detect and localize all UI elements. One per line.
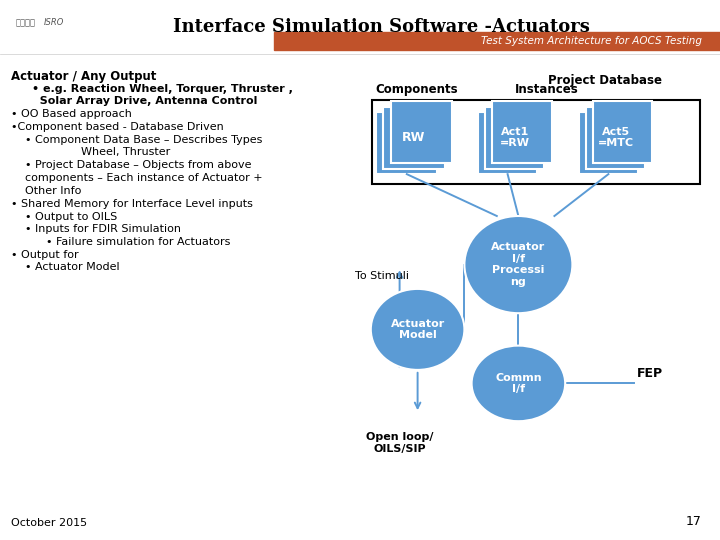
FancyBboxPatch shape: [485, 106, 544, 168]
Text: Act1
=RW: Act1 =RW: [500, 127, 530, 148]
Text: FEP: FEP: [637, 367, 663, 380]
Text: Components: Components: [376, 83, 459, 96]
Bar: [274, 32, 720, 50]
Text: Actuator / Any Output: Actuator / Any Output: [11, 70, 156, 83]
FancyBboxPatch shape: [390, 102, 452, 163]
Text: RW: RW: [402, 131, 426, 144]
Ellipse shape: [464, 216, 572, 313]
Text: • OO Based approach: • OO Based approach: [11, 109, 132, 119]
Text: Actuator
Model: Actuator Model: [390, 319, 445, 340]
Text: Other Info: Other Info: [11, 186, 81, 196]
Text: • Component Data Base – Describes Types: • Component Data Base – Describes Types: [11, 135, 262, 145]
Text: Commn
I/f: Commn I/f: [495, 373, 541, 394]
Text: To Stimuli: To Stimuli: [355, 272, 409, 281]
FancyBboxPatch shape: [383, 106, 444, 168]
Text: • Output to OILS: • Output to OILS: [11, 212, 117, 222]
Text: 17: 17: [686, 515, 702, 528]
Text: • Project Database – Objects from above: • Project Database – Objects from above: [11, 160, 251, 171]
Text: Solar Array Drive, Antenna Control: Solar Array Drive, Antenna Control: [32, 96, 258, 106]
Text: • e.g. Reaction Wheel, Torquer, Thruster ,: • e.g. Reaction Wheel, Torquer, Thruster…: [32, 84, 293, 94]
Text: Act5
=MTC: Act5 =MTC: [598, 127, 634, 148]
Text: Interface Simulation Software -Actuators: Interface Simulation Software -Actuators: [174, 18, 590, 36]
Text: • Output for: • Output for: [11, 250, 78, 260]
Text: • Actuator Model: • Actuator Model: [11, 262, 120, 273]
FancyBboxPatch shape: [478, 112, 537, 174]
Text: Open loop/
OILS/SIP: Open loop/ OILS/SIP: [366, 432, 433, 454]
Text: Instances: Instances: [516, 83, 579, 96]
Text: इसरो: इसरो: [15, 18, 35, 27]
FancyBboxPatch shape: [586, 106, 645, 168]
Ellipse shape: [371, 289, 464, 370]
Text: • Failure simulation for Actuators: • Failure simulation for Actuators: [11, 237, 230, 247]
Text: Project Database: Project Database: [548, 75, 662, 87]
FancyBboxPatch shape: [376, 112, 438, 174]
FancyBboxPatch shape: [492, 102, 552, 163]
Text: October 2015: October 2015: [11, 518, 87, 528]
Text: •Component based - Database Driven: •Component based - Database Driven: [11, 122, 223, 132]
Ellipse shape: [472, 346, 565, 421]
Text: components – Each instance of Actuator +: components – Each instance of Actuator +: [11, 173, 262, 184]
Text: • Shared Memory for Interface Level inputs: • Shared Memory for Interface Level inpu…: [11, 199, 253, 209]
Text: Actuator
I/f
Processi
ng: Actuator I/f Processi ng: [491, 242, 546, 287]
FancyBboxPatch shape: [593, 102, 652, 163]
Text: Test System Architecture for AOCS Testing: Test System Architecture for AOCS Testin…: [481, 36, 702, 46]
Text: • Inputs for FDIR Simulation: • Inputs for FDIR Simulation: [11, 224, 181, 234]
Bar: [372, 100, 700, 184]
FancyBboxPatch shape: [579, 112, 638, 174]
Text: ISRO: ISRO: [44, 18, 64, 27]
Text: Wheel, Thruster: Wheel, Thruster: [11, 147, 170, 158]
